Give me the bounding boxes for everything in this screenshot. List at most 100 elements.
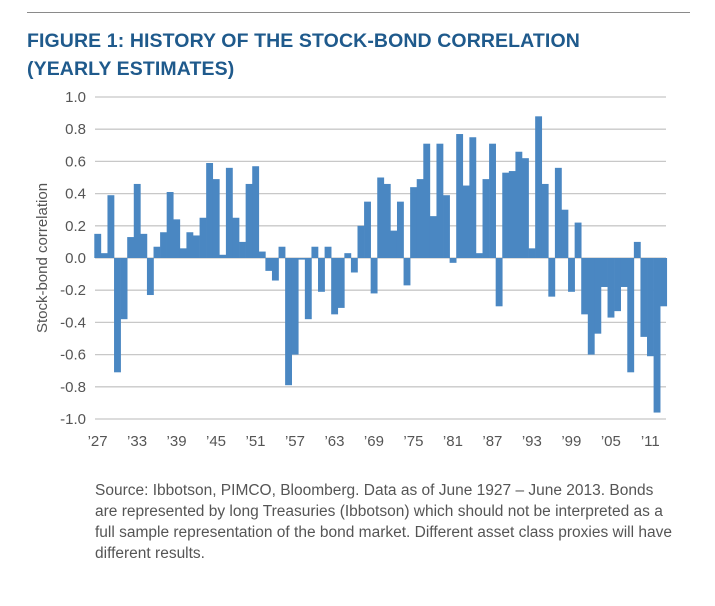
bar-1959 [304, 258, 312, 320]
bar-1978 [429, 216, 437, 258]
bar-2007 [620, 258, 628, 287]
gridlines [95, 96, 666, 420]
x-tick-label: ’87 [482, 433, 502, 450]
bar-1980 [443, 195, 450, 258]
bar-1967 [357, 225, 365, 258]
bar-1958 [298, 258, 306, 260]
bar-1979 [436, 143, 444, 258]
bar-1946 [219, 254, 227, 258]
title-line-1: FIGURE 1: HISTORY OF THE STOCK-BOND CORR… [27, 30, 580, 52]
x-tick-label: ’75 [403, 433, 423, 450]
bar-2008 [627, 258, 635, 373]
y-tick-label: 0.0 [65, 250, 86, 267]
bar-1983 [462, 185, 470, 258]
bar-1938 [166, 191, 174, 258]
bar-1998 [561, 209, 569, 258]
bar-1988 [495, 258, 503, 307]
bar-1953 [265, 258, 273, 271]
x-tick-label: ’05 [601, 433, 621, 450]
bar-1943 [199, 217, 207, 258]
bar-1941 [186, 232, 194, 258]
bar-1974 [403, 258, 411, 286]
bar-1976 [416, 179, 424, 258]
bar-2013 [660, 258, 668, 307]
bar-1944 [206, 163, 214, 258]
y-tick-label: -1.0 [60, 411, 86, 428]
bar-1945 [212, 179, 220, 258]
x-tick-label: ’51 [245, 433, 265, 450]
bar-2003 [594, 258, 602, 334]
bar-1963 [331, 258, 339, 315]
x-tick-label: ’45 [206, 433, 226, 450]
x-tick-label: ’81 [443, 433, 463, 450]
bar-1992 [522, 158, 529, 258]
bar-2001 [581, 258, 589, 315]
bar-1986 [482, 179, 490, 258]
bar-1931 [120, 258, 128, 320]
y-tick-label: -0.4 [60, 314, 86, 331]
bar-1996 [548, 258, 556, 297]
x-tick-label: ’11 [641, 433, 660, 450]
bar-1972 [390, 230, 398, 258]
bar-1930 [114, 258, 121, 373]
bar-1977 [423, 143, 431, 258]
bar-1933 [133, 183, 141, 258]
bar-1994 [535, 116, 543, 258]
bar-1990 [508, 171, 516, 258]
bar-1985 [475, 253, 483, 258]
bar-2006 [614, 258, 621, 312]
bar-1949 [239, 241, 246, 258]
x-tick-label: ’27 [88, 433, 108, 450]
x-tick-label: ’39 [167, 433, 187, 450]
bar-1965 [344, 253, 352, 258]
y-tick-label: -0.6 [60, 347, 86, 364]
bar-1947 [225, 167, 233, 258]
bar-1951 [252, 166, 260, 258]
bar-1987 [489, 143, 496, 258]
y-axis-label: Stock-bond correlation [34, 183, 51, 333]
bar-1984 [469, 137, 477, 258]
top-rule [27, 12, 690, 13]
bar-1939 [173, 219, 181, 258]
chart-title: FIGURE 1: HISTORY OF THE STOCK-BOND CORR… [27, 27, 677, 83]
bar-1957 [291, 258, 299, 355]
bar-1969 [370, 258, 378, 294]
bar-2009 [633, 241, 641, 258]
bar-1936 [153, 246, 161, 258]
bar-1960 [311, 246, 319, 258]
y-tick-label: 0.8 [65, 121, 86, 138]
bar-2002 [587, 258, 595, 355]
bar-2011 [647, 258, 654, 357]
bar-1964 [337, 258, 345, 308]
x-tick-label: ’33 [127, 433, 147, 450]
bar-1940 [179, 248, 187, 258]
bar-1937 [160, 232, 167, 258]
bar-1934 [140, 233, 148, 258]
bar-1971 [383, 183, 391, 258]
bar-2000 [574, 222, 582, 258]
bar-1997 [554, 167, 562, 258]
x-tick-label: ’93 [522, 433, 542, 450]
bar-1952 [258, 251, 266, 258]
bar-2010 [640, 258, 648, 337]
bar-2004 [600, 258, 608, 287]
bar-1948 [232, 217, 240, 258]
bars [94, 116, 668, 413]
bar-1966 [350, 258, 358, 273]
x-tick-labels: ’27 ’33 ’39 ’45 ’51 ’57 ’63 ’69 ’75 ’81 ’87 ’93 ’99 ’… [88, 433, 660, 450]
bar-1975 [410, 187, 418, 258]
bar-1973 [396, 201, 404, 258]
bar-1935 [146, 258, 154, 296]
bar-1968 [364, 201, 371, 258]
y-tick-label: 0.2 [65, 218, 86, 235]
bar-1954 [271, 258, 279, 281]
x-tick-label: ’99 [561, 433, 581, 450]
bar-1989 [502, 172, 510, 258]
bar-1956 [285, 258, 292, 386]
bar-2012 [653, 258, 661, 413]
y-tick-label: 0.6 [65, 153, 86, 170]
bar-1961 [318, 258, 325, 292]
bar-1991 [515, 151, 523, 258]
bar-2005 [607, 258, 615, 318]
bar-1927 [94, 233, 102, 258]
